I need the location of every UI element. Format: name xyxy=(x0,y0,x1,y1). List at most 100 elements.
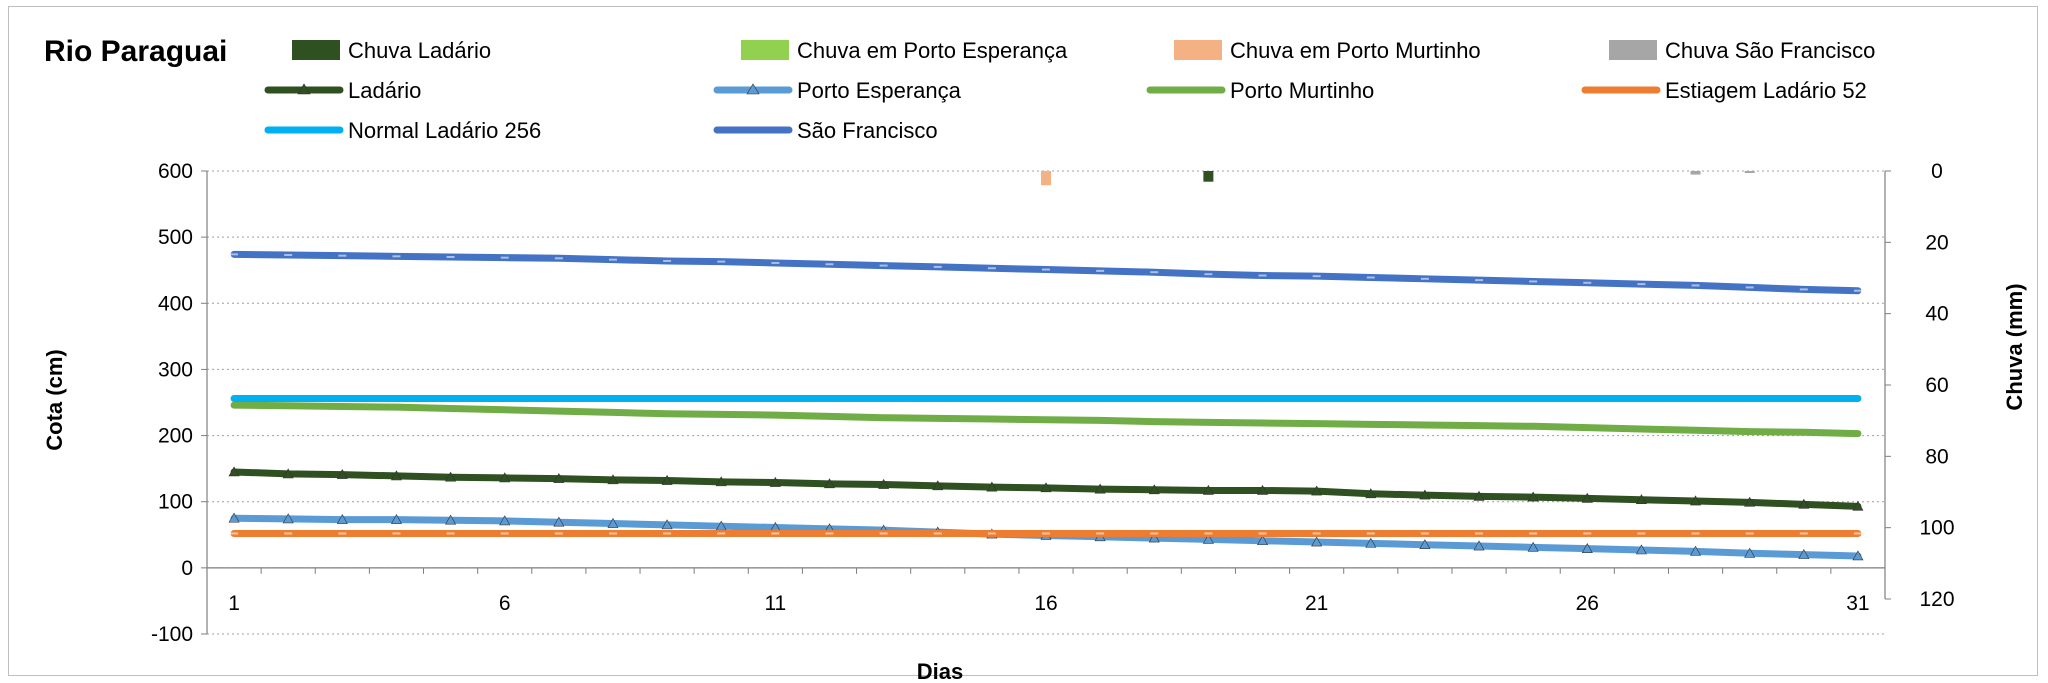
series-0 xyxy=(228,466,1864,511)
rain-bar xyxy=(1203,171,1214,182)
series-5 xyxy=(230,250,1862,295)
legend-swatch xyxy=(1174,40,1222,60)
y-tick-label: 500 xyxy=(158,226,193,249)
data-point xyxy=(1365,488,1377,499)
y-tick-label: 400 xyxy=(158,292,193,315)
data-point xyxy=(445,514,457,525)
data-point xyxy=(1798,498,1810,509)
series-line xyxy=(230,401,1862,438)
data-point xyxy=(823,478,835,489)
x-tick-label: 26 xyxy=(1576,592,1599,615)
data-point xyxy=(1257,484,1269,495)
data-point xyxy=(1581,543,1593,553)
data-point xyxy=(1635,544,1647,555)
legend-item: São Francisco xyxy=(713,118,938,143)
grid xyxy=(207,170,1885,635)
data-point xyxy=(282,468,294,479)
data-point xyxy=(336,468,348,479)
legend-marker xyxy=(746,83,760,95)
data-point xyxy=(336,513,348,524)
data-point xyxy=(661,519,673,530)
data-point xyxy=(1635,494,1647,505)
data-point xyxy=(1094,483,1106,494)
x-tick-label: 6 xyxy=(499,592,511,615)
y2-tick-label: 60 xyxy=(1925,374,1948,397)
legend-swatch xyxy=(741,40,789,60)
x-tick-label: 1 xyxy=(228,592,240,615)
legend-swatch xyxy=(1609,40,1657,60)
data-point xyxy=(607,517,619,528)
legend-label: Porto Murtinho xyxy=(1230,78,1374,103)
legend-label: Estiagem Ladário 52 xyxy=(1665,78,1867,103)
data-point xyxy=(769,476,781,487)
y-tick-label: 200 xyxy=(158,425,193,448)
legend: Chuva Ladário Chuva em Porto Esperança Chu… xyxy=(264,38,1875,143)
y-tick-label: 600 xyxy=(158,160,193,183)
y2-tick-label: 0 xyxy=(1931,160,1943,183)
rain-bar xyxy=(1041,171,1051,186)
data-point xyxy=(1148,532,1160,543)
series-line xyxy=(230,250,1862,295)
data-point xyxy=(1852,500,1864,511)
legend-label: Chuva São Francisco xyxy=(1665,38,1875,63)
x-tick-label: 16 xyxy=(1034,592,1057,615)
data-point xyxy=(1311,536,1323,547)
data-point xyxy=(1040,482,1052,493)
data-point xyxy=(1690,495,1702,506)
legend-label: Porto Esperança xyxy=(797,78,962,103)
data-point xyxy=(1527,491,1539,502)
legend-item: Chuva Ladário xyxy=(292,38,491,63)
data-point xyxy=(499,472,511,483)
x-tick-label: 21 xyxy=(1305,592,1328,615)
rain-bars xyxy=(1041,171,1755,186)
data-point xyxy=(1473,540,1485,551)
legend-marker xyxy=(297,83,311,95)
y2-tick-label: 100 xyxy=(1919,517,1954,540)
data-point xyxy=(390,513,402,524)
data-point xyxy=(1202,484,1214,495)
data-point xyxy=(1798,549,1810,559)
data-point xyxy=(499,515,511,526)
data-point xyxy=(715,476,727,487)
legend-item: Estiagem Ladário 52 xyxy=(1581,78,1867,103)
series-lines xyxy=(228,250,1864,561)
rain-bar xyxy=(1744,171,1755,173)
data-point xyxy=(1690,545,1702,556)
legend-item: Normal Ladário 256 xyxy=(264,118,541,143)
y-tick-label: 100 xyxy=(158,491,193,514)
x-tick-label: 31 xyxy=(1846,592,1869,615)
data-point xyxy=(1852,550,1864,561)
data-point xyxy=(986,481,998,492)
y-tick-label: 300 xyxy=(158,358,193,381)
legend-item: Ladário xyxy=(264,78,421,103)
y-tick-label: -100 xyxy=(151,623,193,646)
chart-frame xyxy=(8,6,2038,676)
y2-axis-title: Chuva (mm) xyxy=(2002,283,2027,410)
legend-item: Porto Murtinho xyxy=(1146,78,1374,103)
y2-tick-label: 120 xyxy=(1919,588,1954,611)
data-point xyxy=(932,480,944,491)
data-point xyxy=(445,471,457,482)
data-point xyxy=(1473,490,1485,501)
x-axis-title: Dias xyxy=(917,659,963,683)
data-point xyxy=(1257,535,1269,546)
legend-item: Porto Esperança xyxy=(713,78,962,103)
rain-bar xyxy=(1690,171,1701,175)
data-point xyxy=(607,474,619,485)
x-tick-label: 11 xyxy=(764,592,786,615)
data-point xyxy=(1744,496,1756,507)
data-point xyxy=(1581,492,1593,503)
data-point xyxy=(1527,541,1539,552)
legend-swatch xyxy=(292,40,340,60)
y2-tick-label: 20 xyxy=(1925,231,1948,254)
data-point xyxy=(1148,484,1160,495)
data-point xyxy=(553,472,565,483)
data-point xyxy=(1744,547,1756,558)
chart-title: Rio Paraguai xyxy=(44,35,227,68)
legend-label: São Francisco xyxy=(797,118,938,143)
data-point xyxy=(553,516,565,527)
legend-item: Chuva em Porto Murtinho xyxy=(1174,38,1481,63)
y-axis-title: Cota (cm) xyxy=(42,349,67,450)
